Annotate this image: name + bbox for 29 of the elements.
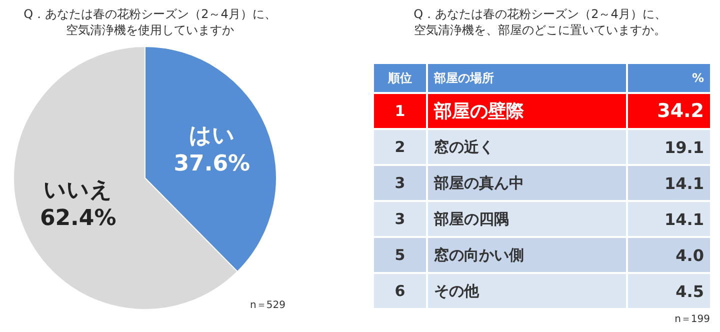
text: 2 <box>373 129 427 165</box>
data-label: 14.1 <box>627 165 711 201</box>
category-label: その他 <box>427 273 627 309</box>
text: Q．あなたは春の花粉シーズン（2～4月）に、空気清浄機を、部屋のどこに置いていますか。 <box>412 6 668 38</box>
text: 3 <box>373 201 427 237</box>
text: n＝199 <box>674 313 710 326</box>
slice-label: いいえ <box>44 178 113 204</box>
text: 順位 <box>373 63 427 93</box>
text: 部屋の場所 <box>427 63 627 93</box>
category-label: 窓の近く <box>427 129 627 165</box>
chart-title: Q．あなたは春の花粉シーズン（2～4月）に、空気清浄機を使用していますか <box>22 6 278 38</box>
category-label: 部屋の四隅 <box>427 201 627 237</box>
text: % <box>627 63 711 93</box>
data-label: 4.0 <box>627 237 711 273</box>
data-label: 34.2 <box>627 93 711 129</box>
text: 5 <box>373 237 427 273</box>
data-label: 4.5 <box>627 273 711 309</box>
data-label: 19.1 <box>627 129 711 165</box>
text: 6 <box>373 273 427 309</box>
text: 3 <box>373 165 427 201</box>
category-label: 部屋の壁際 <box>427 93 627 129</box>
data-label: 14.1 <box>627 201 711 237</box>
category-label: 部屋の真ん中 <box>427 165 627 201</box>
data-label: 62.4% <box>40 206 116 232</box>
slice-label: はい <box>188 123 235 148</box>
data-label: 37.6% <box>174 151 250 176</box>
text: 1 <box>373 93 427 129</box>
text: n＝529 <box>250 299 286 312</box>
category-label: 窓の向かい側 <box>427 237 627 273</box>
